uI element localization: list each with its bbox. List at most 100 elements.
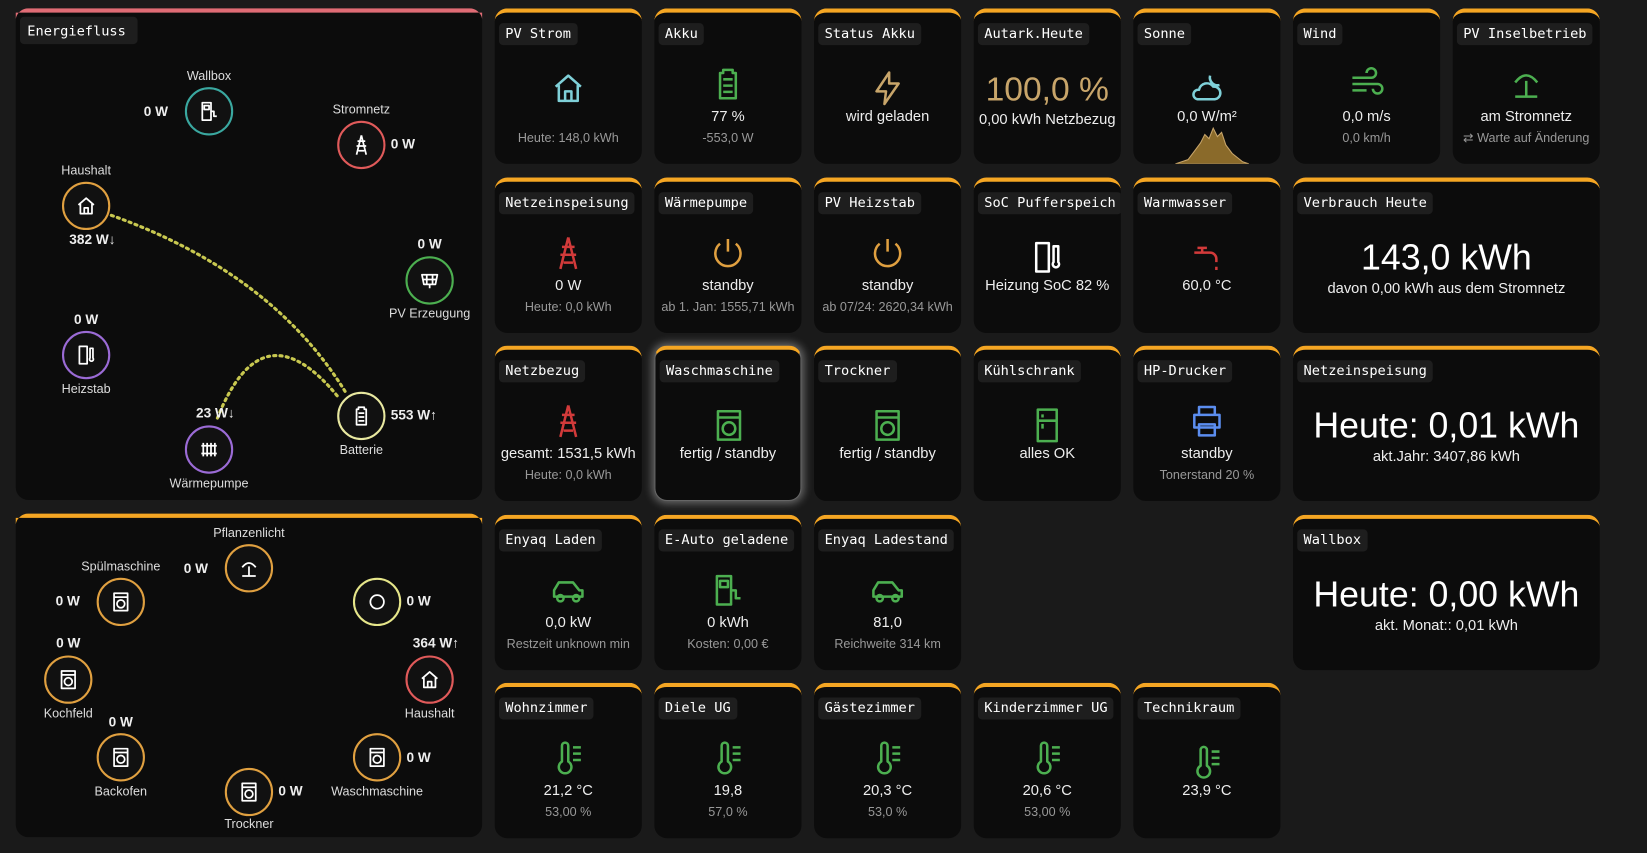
- node-label: Stromnetz: [333, 103, 390, 117]
- card-icon: [876, 741, 901, 775]
- node-label: Heizstab: [62, 382, 111, 396]
- node-value: 364 W↑: [413, 636, 459, 651]
- node-circle: [405, 655, 454, 704]
- card-secondary: ⇄ Warte auf Änderung: [1463, 130, 1590, 145]
- card-secondary: Heute: 0,0 kWh: [524, 298, 612, 314]
- card-secondary: 57,0 %: [708, 804, 748, 820]
- node-icon: [369, 747, 385, 767]
- node-icon: [241, 782, 257, 802]
- card: Netzeinspeisung Heute: 0,01 kWh akt.Jahr: …: [1293, 345, 1600, 502]
- node-icon: [201, 442, 217, 457]
- card-icon: [717, 741, 741, 775]
- card-icon: [1514, 74, 1539, 98]
- icon: [1034, 241, 1061, 273]
- node-value: 0 W: [391, 137, 415, 152]
- icon: [554, 74, 582, 103]
- icon: [241, 782, 257, 802]
- card: Autark.Heute 100,0 % 0,00 kWh Netzbezug: [973, 8, 1121, 164]
- card-secondary: akt.Jahr: 3407,86 kWh: [1372, 447, 1520, 465]
- node-circle: [96, 577, 145, 627]
- icon: [201, 442, 217, 457]
- card-icon: [715, 574, 741, 606]
- node-circle: [61, 181, 111, 231]
- card-icon: [552, 580, 584, 603]
- node-label: Pflanzenlicht: [213, 526, 285, 540]
- card-icon: [1192, 75, 1222, 101]
- card-icon: [1036, 741, 1060, 775]
- icon: [716, 409, 742, 441]
- node-value: 553 W↑: [391, 408, 437, 423]
- node-icon: [355, 135, 368, 155]
- icon: [1036, 408, 1058, 443]
- panel: [15, 8, 483, 500]
- node-value: 0 W: [184, 561, 208, 576]
- icon: [876, 741, 901, 775]
- card: SoC Pufferspeich Heizung SoC 82 %: [973, 176, 1121, 333]
- card-title: Wallbox: [1297, 528, 1368, 551]
- card: Wohnzimmer 21,2 °C 53,00 %: [494, 682, 642, 839]
- node-value: 382 W↓: [69, 232, 115, 247]
- card-title: Trockner: [818, 360, 897, 383]
- card: Trockner fertig / standby: [814, 345, 962, 502]
- card-title: Diele UG: [658, 697, 737, 720]
- node-circle: [184, 425, 234, 474]
- card: Wärmepumpe standby ab 1. Jan: 1555,71 kWh: [654, 176, 802, 333]
- icon: [718, 68, 738, 100]
- card: Enyaq Ladestand 81,0 Reichweite 314 km: [814, 514, 962, 670]
- card-secondary: -553,0 W: [702, 130, 754, 145]
- card-icon: [1034, 241, 1061, 273]
- icon: [875, 409, 900, 441]
- icon: [1192, 75, 1222, 101]
- icon: [1036, 741, 1060, 775]
- card-state: 0,0 kW: [545, 612, 592, 630]
- icon: [355, 406, 368, 426]
- node-circle: [337, 391, 386, 441]
- card-title: Sonne: [1137, 23, 1192, 46]
- node-circle: [44, 655, 93, 704]
- card-title: Kinderzimmer UG: [977, 697, 1114, 720]
- node-circle: [352, 577, 402, 627]
- icon: [369, 594, 385, 610]
- card-secondary: ab 07/24: 2620,34 kWh: [822, 298, 953, 314]
- card-icon: [559, 405, 578, 438]
- node-value: 0 W: [56, 593, 80, 608]
- card-icon: [1193, 405, 1221, 437]
- card-state: 19,8: [713, 781, 743, 799]
- node-icon: [421, 671, 438, 689]
- icon: [559, 405, 578, 438]
- card: Wind 0,0 m/s 0,0 km/h: [1293, 8, 1441, 164]
- panel-top: [15, 8, 483, 19]
- card-secondary: 53,0 %: [867, 804, 908, 820]
- card-icon: [1196, 745, 1220, 779]
- icon: [714, 238, 742, 267]
- node-circle: [405, 256, 454, 305]
- card-icon: [716, 409, 742, 441]
- node-value: 0 W: [407, 750, 431, 765]
- card: Technikraum 23,9 °C: [1133, 682, 1281, 839]
- node-value: 0 W: [109, 714, 133, 729]
- card-icon: [559, 236, 578, 269]
- card-icon: [718, 68, 738, 100]
- node-icon: [201, 101, 217, 121]
- icon: [78, 345, 95, 365]
- icon: [559, 236, 578, 269]
- card-state: 0,0 m/s: [1342, 107, 1391, 124]
- card-state: standby: [861, 275, 914, 293]
- card-title: PV Inselbetrieb: [1456, 23, 1593, 46]
- card: Kinderzimmer UG 20,6 °C 53,00 %: [973, 682, 1121, 839]
- card-title: Wohnzimmer: [498, 697, 594, 720]
- card-title: Autark.Heute: [977, 23, 1090, 46]
- card-secondary: Heute: 0,0 kWh: [524, 467, 612, 483]
- card-icon: [1352, 67, 1384, 95]
- node-label: Batterie: [340, 443, 383, 457]
- card-secondary: Reichweite 314 km: [834, 636, 941, 651]
- icon: [77, 197, 95, 215]
- card: Wallbox Heute: 0,00 kWh akt. Monat:: 0,01 …: [1293, 514, 1600, 670]
- icon: [1196, 745, 1220, 779]
- card: Waschmaschine fertig / standby: [654, 345, 802, 502]
- card-title: Netzeinspeisung: [498, 191, 635, 214]
- node-icon: [421, 273, 439, 289]
- node-value: 0 W: [56, 636, 80, 651]
- card: Status Akku wird geladen: [814, 8, 962, 164]
